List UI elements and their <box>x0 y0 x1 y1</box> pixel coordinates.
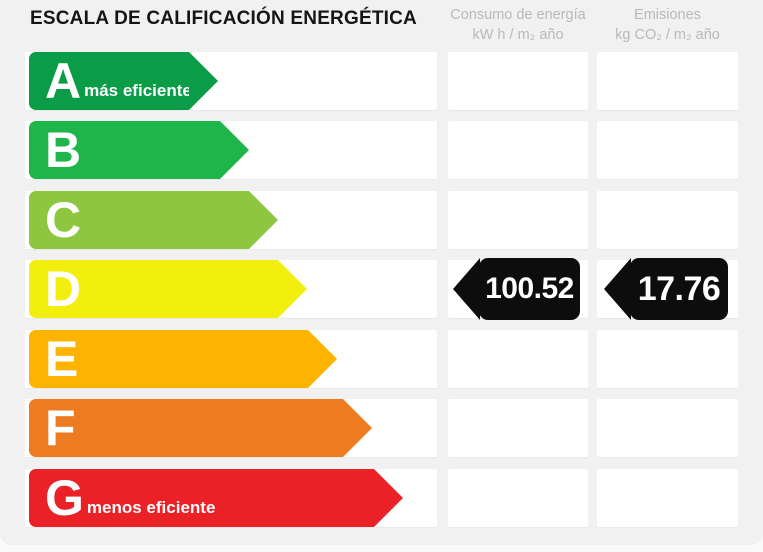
arrow-tip <box>343 399 372 457</box>
emisiones-header-unit: kg CO₂ / m₂ año <box>615 27 720 43</box>
scale-cell-b: B <box>25 121 437 179</box>
rating-row-c: C <box>0 191 763 249</box>
rating-row-a: A más eficiente <box>0 52 763 110</box>
consumo-value-arrow: 100.52 <box>453 258 580 320</box>
consumo-cell-a <box>448 52 588 110</box>
arrow-tip <box>308 330 337 388</box>
emisiones-cell-b <box>597 121 738 179</box>
rating-row-g: G menos eficiente <box>0 469 763 527</box>
emisiones-value-arrow: 17.76 <box>604 258 728 320</box>
rating-arrow-c: C <box>29 191 278 249</box>
emisiones-header-title: Emisiones <box>634 7 701 23</box>
rating-arrow-a: A más eficiente <box>29 52 218 110</box>
rating-arrow-f: F <box>29 399 372 457</box>
rating-arrow-b: B <box>29 121 249 179</box>
rating-note-g: menos eficiente <box>86 498 216 517</box>
emisiones-cell-e <box>597 330 738 388</box>
scale-cell-e: E <box>25 330 437 388</box>
consumo-cell-c <box>448 191 588 249</box>
rating-note-a: más eficiente <box>84 81 192 100</box>
rating-letter-g: G <box>45 470 84 526</box>
emisiones-cell-d: 17.76 <box>597 258 738 320</box>
scale-cell-c: C <box>25 191 437 249</box>
consumo-cell-e <box>448 330 588 388</box>
rating-row-e: E <box>0 330 763 388</box>
rating-letter-a: A <box>45 53 82 109</box>
emisiones-value-arrow-tip <box>604 258 631 320</box>
rating-arrow-e: E <box>29 330 337 388</box>
consumo-column-header: Consumo de energía kW h / m₂ año <box>448 5 588 45</box>
arrow-tip <box>189 52 218 110</box>
consumo-header-unit: kW h / m₂ año <box>472 27 564 43</box>
rating-letter-d: D <box>45 261 82 317</box>
arrow-tip <box>249 191 278 249</box>
scale-cell-f: F <box>25 399 437 457</box>
consumo-value-arrow-tip <box>453 258 480 320</box>
consumo-cell-f <box>448 399 588 457</box>
consumo-cell-b <box>448 121 588 179</box>
rating-letter-c: C <box>45 192 82 248</box>
emisiones-cell-c <box>597 191 738 249</box>
consumo-header-title: Consumo de energía <box>450 7 586 23</box>
arrow-tip <box>278 260 307 318</box>
consumo-value: 100.52 <box>485 272 574 305</box>
emisiones-value: 17.76 <box>637 269 721 308</box>
rating-arrow-d: D <box>29 260 307 318</box>
rating-row-f: F <box>0 399 763 457</box>
emisiones-column-header: Emisiones kg CO₂ / m₂ año <box>597 5 738 45</box>
rating-arrow-g: G menos eficiente <box>29 469 403 527</box>
consumo-cell-g <box>448 469 588 527</box>
consumo-cell-d: 100.52 <box>448 258 588 320</box>
page-title: ESCALA DE CALIFICACIÓN ENERGÉTICA <box>30 8 417 29</box>
scale-cell-d: D <box>25 260 437 318</box>
arrow-tip <box>220 121 249 179</box>
arrow-tip <box>374 469 403 527</box>
rating-letter-b: B <box>45 122 82 178</box>
rating-letter-f: F <box>45 400 76 456</box>
scale-cell-a: A más eficiente <box>25 52 437 110</box>
emisiones-cell-f <box>597 399 738 457</box>
rating-row-b: B <box>0 121 763 179</box>
emisiones-cell-a <box>597 52 738 110</box>
rating-row-d: D 100.52 17.76 <box>0 258 763 320</box>
emisiones-cell-g <box>597 469 738 527</box>
scale-cell-g: G menos eficiente <box>25 469 437 527</box>
rating-letter-e: E <box>45 331 79 387</box>
